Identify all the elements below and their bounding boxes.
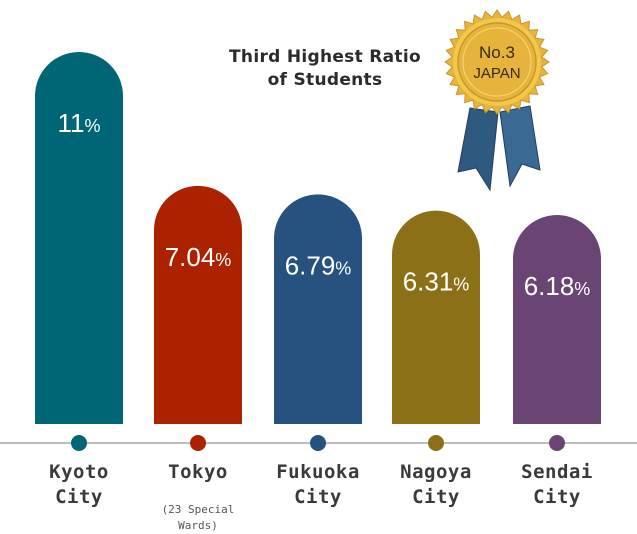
city-line1: Fukuoka [276,461,360,483]
ribbon-left-icon [457,107,499,192]
marker-dot-sendai [549,435,565,451]
bar-value-label-tokyo: 7.04% [165,242,232,272]
marker-dot-fukuoka [310,435,326,451]
city-line1: Tokyo [168,461,228,483]
city-line2: City [533,486,581,508]
city-label-fukuoka: Fukuoka City [263,460,373,510]
bar-value-label-sendai: 6.18% [524,271,591,301]
title-line-2: of Students [267,70,383,90]
bar-value-label-nagoya: 6.31% [403,267,470,297]
city-line2: City [55,486,103,508]
chart-title: Third Highest Ratio of Students [195,46,455,92]
city-line1: Kyoto [49,461,109,483]
city-line1: Nagoya [400,461,472,483]
bar-kyoto [35,52,123,424]
marker-dot-nagoya [428,435,444,451]
title-line-1: Third Highest Ratio [229,47,421,67]
city-label-nagoya: Nagoya City [381,460,491,510]
marker-dot-tokyo [190,435,206,451]
bar-tokyo [154,185,242,424]
tokyo-note: (23 Special Wards) [143,502,253,534]
bar-value-label-kyoto: 11% [57,108,100,138]
city-line2: City [294,486,342,508]
bar-value-label-fukuoka: 6.79% [285,250,352,280]
badge-line1: No.3 [479,43,515,62]
city-label-tokyo: Tokyo [143,460,253,485]
city-line2: City [412,486,460,508]
tokyo-note-line1: (23 Special [161,503,235,516]
badge-line2: JAPAN [473,65,520,82]
ribbon-right-icon [499,105,541,188]
bar-sendai [513,215,601,424]
medal-badge: No.3 JAPAN [444,9,550,192]
city-line1: Sendai [521,461,593,483]
bar-fukuoka [274,194,362,424]
bar-nagoya [392,210,480,424]
marker-dot-kyoto [71,435,87,451]
tokyo-note-line2: Wards) [178,519,218,532]
city-label-sendai: Sendai City [502,460,612,510]
city-label-kyoto: Kyoto City [24,460,134,510]
